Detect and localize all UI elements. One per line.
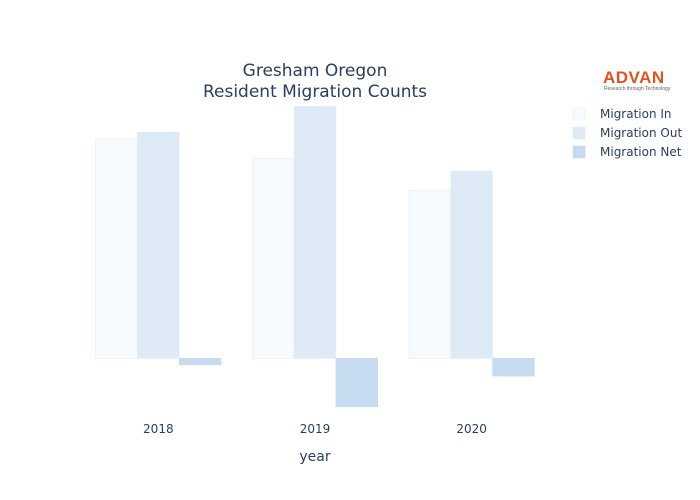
legend-label-migration-out[interactable]: Migration Out xyxy=(600,126,682,140)
bar-migration-out-2019 xyxy=(293,106,337,359)
bar-migration-net-2018 xyxy=(178,358,222,366)
bar-migration-in-2019 xyxy=(252,157,295,359)
x-tick-label-2020: 2020 xyxy=(456,422,487,436)
bar-migration-in-2018 xyxy=(95,138,138,359)
bar-migration-out-2020 xyxy=(450,170,493,359)
bar-migration-in-2020 xyxy=(408,190,452,359)
x-axis-title: year xyxy=(299,449,330,465)
bar-migration-out-2018 xyxy=(137,131,180,359)
chart-title-line-1: Gresham Oregon xyxy=(243,61,388,81)
bar-migration-net-2020 xyxy=(492,358,535,377)
advan-logo-tagline: Research through Technology xyxy=(604,86,671,92)
x-axis-ticks: 2018 2019 2020 xyxy=(143,422,487,436)
advan-logo: ADVAN Research through Technology xyxy=(603,68,671,92)
plot-area xyxy=(95,106,535,408)
bar-migration-net-2019 xyxy=(335,358,378,408)
advan-logo-wordmark: ADVAN xyxy=(603,68,665,87)
x-tick-label-2018: 2018 xyxy=(143,422,174,436)
chart-title: Gresham Oregon Resident Migration Counts xyxy=(203,61,427,102)
legend: Migration In Migration Out Migration Net xyxy=(572,107,682,159)
x-tick-label-2019: 2019 xyxy=(300,422,331,436)
legend-swatch-migration-in[interactable] xyxy=(572,107,586,121)
legend-label-migration-in[interactable]: Migration In xyxy=(600,107,672,121)
legend-swatch-migration-out[interactable] xyxy=(572,126,586,140)
legend-label-migration-net[interactable]: Migration Net xyxy=(600,145,682,159)
chart-title-line-2: Resident Migration Counts xyxy=(203,82,427,102)
legend-swatch-migration-net[interactable] xyxy=(572,145,586,159)
